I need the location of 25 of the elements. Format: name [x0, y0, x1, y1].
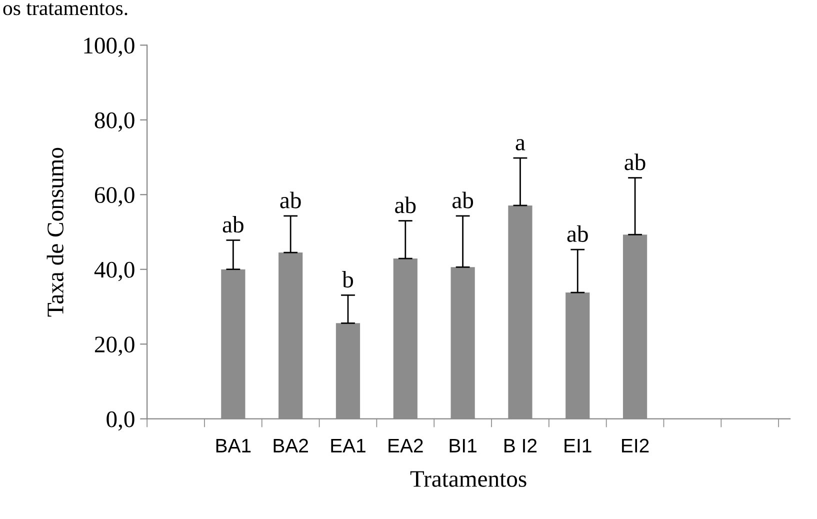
annotation: ab: [452, 192, 474, 208]
y-tick-label: 80,0: [94, 112, 134, 132]
y-axis-title: Taxa de Consumo: [46, 148, 64, 317]
annotation: a: [516, 139, 526, 150]
annotation: ab: [280, 192, 301, 208]
annotation: ab: [624, 154, 646, 170]
y-tick-label: 100,0: [84, 38, 134, 57]
x-tick-label: EI2: [622, 438, 649, 452]
y-tick-label: 0,0: [106, 411, 134, 431]
x-tick-label: EA2: [388, 438, 423, 452]
annotation: ab: [222, 216, 244, 233]
x-tick-label: BA1: [216, 438, 251, 452]
x-tick-label: BI1: [450, 438, 476, 452]
text: os tratamentos.: [3, 3, 128, 16]
annotation: ab: [567, 225, 588, 242]
annotation: b: [342, 270, 353, 288]
x-tick-label: BA2: [274, 438, 308, 452]
y-tick-label: 20,0: [94, 336, 134, 356]
annotation: ab: [395, 196, 416, 214]
y-tick-label: 40,0: [94, 262, 134, 282]
x-tick-label: B I2: [504, 438, 537, 452]
x-axis-title: Tratamentos: [410, 471, 526, 487]
y-tick-label: 60,0: [94, 187, 134, 206]
x-tick-label: EA1: [331, 438, 366, 452]
x-tick-label: EI1: [564, 438, 592, 452]
